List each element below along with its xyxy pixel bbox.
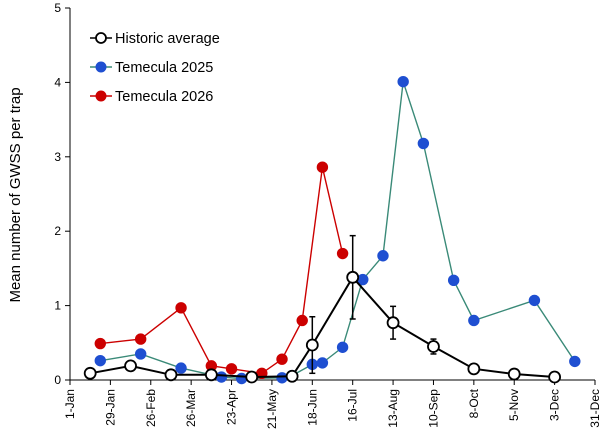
x-tick-label: 1-Jan: [63, 389, 77, 419]
data-point: [276, 353, 288, 365]
data-point: [175, 362, 187, 374]
data-point: [225, 363, 238, 375]
x-tick-label: 16-Jul: [346, 389, 360, 422]
plot-area: [83, 75, 581, 385]
series-historic-average: [83, 234, 562, 384]
y-ticks: 0 1 2 3 4 5: [54, 1, 70, 387]
legend-marker: [95, 32, 107, 44]
data-point: [124, 359, 137, 373]
data-point: [215, 371, 228, 383]
x-tick-label: 10-Sep: [426, 389, 440, 428]
x-tick-label: 3-Dec: [548, 389, 562, 421]
x-tick-label: 26-Mar: [184, 389, 198, 427]
data-point: [94, 354, 106, 367]
data-point: [316, 357, 329, 369]
y-tick-label: 4: [54, 75, 61, 89]
data-point: [386, 316, 400, 330]
series-temecula-2025: [94, 75, 581, 385]
data-point: [528, 294, 541, 307]
legend-label: Temecula 2026: [115, 89, 213, 105]
data-point: [134, 348, 147, 360]
x-tick-label: 21-May: [265, 389, 279, 429]
data-point: [548, 370, 562, 384]
x-tick-label: 26-Feb: [144, 389, 158, 427]
data-point: [468, 314, 480, 327]
y-tick-label: 5: [54, 1, 61, 15]
data-point: [507, 367, 521, 381]
y-axis-title: Mean number of GWSS per trap: [7, 87, 24, 302]
data-point: [296, 314, 308, 327]
data-point: [397, 75, 409, 88]
data-point: [305, 338, 319, 352]
axes: [69, 8, 595, 381]
data-point: [569, 355, 581, 368]
data-point: [377, 250, 389, 262]
x-tick-label: 8-Oct: [467, 388, 481, 418]
data-point: [316, 161, 329, 173]
x-tick-label: 29-Jan: [103, 389, 117, 426]
x-tick-label: 31-Dec: [588, 389, 600, 428]
data-point: [134, 333, 147, 345]
data-point: [94, 337, 106, 350]
legend-label: Historic average: [115, 31, 220, 47]
data-point: [175, 302, 187, 314]
legend-label: Temecula 2025: [115, 60, 213, 76]
x-tick-label: 23-Apr: [225, 389, 239, 425]
x-tick-label: 13-Aug: [386, 389, 400, 428]
x-ticks: 1-Jan 29-Jan 26-Feb 26-Mar 23-Apr 21-May 18-Ju…: [63, 380, 600, 429]
data-point: [276, 372, 288, 384]
legend: Historic average Temecula 2025 Temecula 20…: [90, 31, 220, 105]
y-tick-label: 0: [54, 373, 61, 387]
series-line: [100, 167, 344, 375]
y-tick-label: 2: [54, 224, 61, 238]
data-point: [245, 370, 259, 384]
x-tick-label: 5-Nov: [507, 389, 521, 421]
y-tick-label: 3: [54, 150, 61, 164]
data-point: [204, 368, 218, 382]
legend-marker: [95, 61, 107, 73]
data-point: [417, 137, 430, 150]
y-tick-label: 1: [54, 299, 61, 313]
x-tick-label: 18-Jun: [305, 389, 319, 426]
data-point: [447, 274, 460, 287]
data-point: [164, 368, 178, 382]
data-point: [336, 247, 349, 260]
legend-marker: [95, 90, 107, 102]
data-point: [83, 366, 97, 380]
data-point: [427, 340, 440, 353]
data-point: [235, 372, 248, 385]
data-point: [336, 341, 349, 353]
data-point: [285, 369, 299, 383]
data-point: [346, 270, 360, 284]
data-point: [467, 362, 481, 376]
